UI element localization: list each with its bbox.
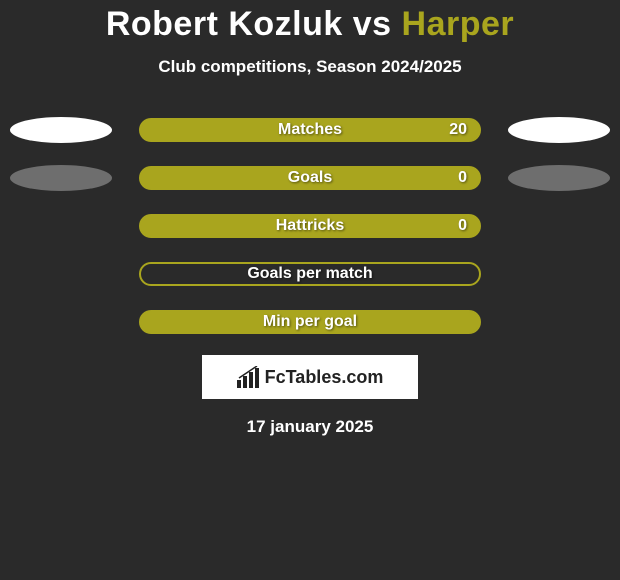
bar-label-gpm: Goals per match	[141, 265, 479, 283]
right-marker-goals	[508, 165, 610, 191]
bar-value-goals: 0	[458, 169, 467, 187]
right-marker-matches	[508, 117, 610, 143]
bar-label-hattricks: Hattricks	[141, 217, 479, 235]
bar-matches: Matches 20	[139, 118, 481, 142]
logo-text: FcTables.com	[265, 367, 384, 388]
left-marker-goals	[10, 165, 112, 191]
bar-label-mpg: Min per goal	[141, 313, 479, 331]
row-goals: Goals 0	[0, 165, 620, 191]
bar-label-goals: Goals	[141, 169, 479, 187]
row-matches: Matches 20	[0, 117, 620, 143]
bar-hattricks: Hattricks 0	[139, 214, 481, 238]
bar-goals-per-match: Goals per match	[139, 262, 481, 286]
chart-icon	[237, 366, 261, 388]
left-marker-matches	[10, 117, 112, 143]
bar-value-hattricks: 0	[458, 217, 467, 235]
row-goals-per-match: Goals per match	[0, 261, 620, 287]
vs-text: vs	[353, 5, 392, 43]
page-title: Robert Kozluk vs Harper	[106, 6, 514, 43]
bar-goals: Goals 0	[139, 166, 481, 190]
bar-min-per-goal: Min per goal	[139, 310, 481, 334]
row-min-per-goal: Min per goal	[0, 309, 620, 335]
player2-name: Harper	[402, 5, 515, 43]
bar-label-matches: Matches	[141, 121, 479, 139]
subtitle: Club competitions, Season 2024/2025	[158, 57, 461, 77]
row-hattricks: Hattricks 0	[0, 213, 620, 239]
stat-rows: Matches 20 Goals 0 Hattricks 0 Goals per…	[0, 117, 620, 335]
comparison-card: Robert Kozluk vs Harper Club competition…	[0, 0, 620, 437]
player1-name: Robert Kozluk	[106, 5, 343, 43]
date-text: 17 january 2025	[247, 417, 374, 437]
bar-value-matches: 20	[449, 121, 467, 139]
logo-box: FcTables.com	[202, 355, 418, 399]
